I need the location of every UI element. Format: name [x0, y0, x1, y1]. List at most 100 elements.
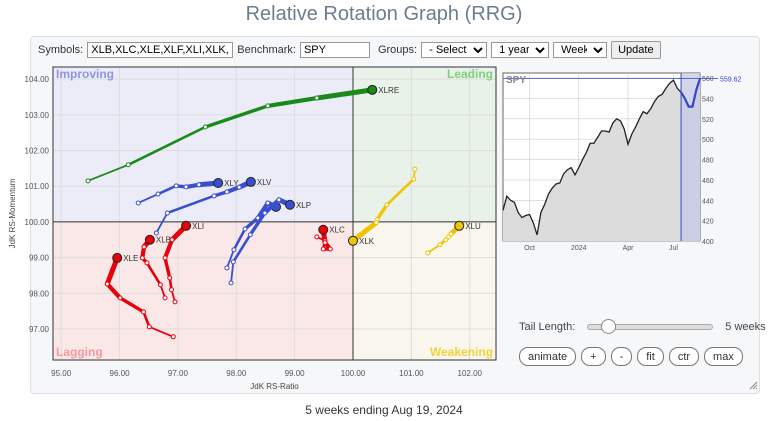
tail-point: [242, 226, 248, 232]
tail-xlv: XLV: [153, 176, 272, 236]
tail-length-control: Tail Length: 5 weeks: [519, 319, 766, 334]
spy-y-tick-label: 520: [702, 117, 714, 124]
spy-x-tick-label: Jul: [669, 245, 678, 252]
plot-border: [52, 66, 497, 361]
y-tick-label: 102.00: [25, 147, 50, 156]
symbols-input[interactable]: [87, 42, 234, 58]
groups-select[interactable]: - Select -: [421, 42, 488, 58]
center-button[interactable]: ctr: [668, 347, 700, 366]
x-tick-label: 98.00: [226, 369, 247, 378]
spy-x-tick-label: 2024: [571, 245, 587, 252]
spy-y-tick-label: 420: [702, 219, 714, 226]
tail-point: [322, 240, 328, 246]
chart-controls: animate + - fit ctr max: [519, 347, 743, 366]
period-select[interactable]: 1 year: [491, 42, 550, 58]
tail-point: [146, 324, 152, 330]
x-tick-label: 102.00: [458, 369, 483, 378]
zoom-in-button[interactable]: +: [581, 347, 606, 366]
tail-point: [135, 200, 141, 206]
tail-point: [155, 191, 161, 197]
tail-segment: [142, 310, 151, 329]
tail-point: [314, 234, 320, 240]
tail-segment: [148, 325, 175, 338]
head-marker-xlc: [318, 224, 329, 235]
tail-point: [139, 255, 145, 261]
tail-segment: [137, 193, 159, 204]
series-label: XLV: [257, 178, 272, 187]
fit-button[interactable]: fit: [637, 347, 664, 366]
tail-segment: [385, 177, 416, 207]
tail-segment: [226, 248, 235, 269]
quadrant-lagging: [53, 221, 354, 360]
tail-point: [167, 275, 173, 281]
head-marker-xlk: [348, 235, 359, 246]
tail-point: [384, 202, 390, 208]
y-tick-label: 98.00: [29, 289, 50, 298]
y-tick-label: 104.00: [25, 75, 50, 84]
tail-point: [224, 189, 230, 195]
benchmark-input[interactable]: [299, 42, 370, 58]
tail-segment: [118, 296, 146, 314]
animate-button[interactable]: animate: [519, 347, 577, 366]
tail-point: [412, 166, 418, 172]
y-tick-label: 103.00: [25, 111, 50, 120]
tail-point: [228, 280, 234, 286]
tail-point: [164, 210, 170, 216]
head-marker-xlp: [284, 199, 295, 210]
tail-point: [157, 282, 163, 288]
update-button[interactable]: Update: [611, 41, 661, 59]
tail-point: [117, 295, 123, 301]
tail-point: [125, 162, 131, 168]
quadrant-improving: [53, 67, 354, 222]
tail-point: [224, 265, 230, 271]
x-tick-label: 100.00: [341, 369, 366, 378]
toolbar: Symbols: Benchmark: Groups: - Select - 1…: [38, 41, 661, 59]
tail-length-label: Tail Length:: [519, 321, 576, 333]
tail-length-slider[interactable]: [587, 319, 714, 334]
series-label: XLC: [329, 226, 345, 235]
tail-segment: [156, 184, 178, 196]
slider-handle[interactable]: [601, 319, 617, 334]
tail-segment: [248, 211, 267, 237]
tail-point: [276, 197, 282, 203]
series-label: XLY: [224, 179, 239, 188]
tail-point: [327, 246, 333, 252]
tail-point: [230, 259, 236, 265]
spy-area: [503, 78, 700, 242]
series-label: XLE: [123, 254, 138, 263]
tail-point: [183, 184, 189, 190]
spy-y-tick-label: 400: [702, 239, 714, 246]
tail-point: [202, 124, 208, 130]
tail-point: [170, 334, 176, 340]
tail-segment: [243, 216, 260, 231]
tail-point: [236, 184, 242, 190]
tail-xlk: XLK: [348, 166, 418, 246]
quadrant-label-improving: Improving: [56, 67, 114, 81]
series-label: XLP: [296, 201, 311, 210]
x-tick-label: 96.00: [110, 369, 131, 378]
zoom-out-button[interactable]: -: [610, 347, 633, 366]
symbols-label: Symbols:: [38, 44, 84, 56]
series-label: XLI: [192, 222, 204, 231]
tail-point: [104, 281, 110, 287]
series-label: XLRE: [378, 86, 399, 95]
tail-xlp: XLP: [228, 197, 311, 286]
tail-point: [196, 182, 202, 188]
y-tick-label: 100.00: [25, 218, 50, 227]
tail-segment: [255, 200, 270, 221]
spy-y-tick-label: 460: [702, 178, 714, 185]
spy-x-tick-label: Apr: [623, 245, 635, 252]
head-marker-xli: [181, 220, 192, 231]
interval-select[interactable]: Weekly: [553, 42, 608, 58]
tail-point: [231, 247, 237, 253]
quadrant-weakening: [353, 221, 496, 360]
page-title: Relative Rotation Graph (RRG): [245, 3, 523, 25]
max-button[interactable]: max: [704, 347, 743, 366]
x-axis-title: JdK RS-Ratio: [250, 382, 299, 391]
resize-handle-icon[interactable]: [748, 380, 758, 390]
tail-point: [144, 260, 150, 266]
series-label: XLK: [359, 237, 375, 246]
tail-xly: XLY: [135, 177, 239, 206]
tail-point: [247, 232, 253, 238]
tail-segment: [232, 227, 247, 252]
